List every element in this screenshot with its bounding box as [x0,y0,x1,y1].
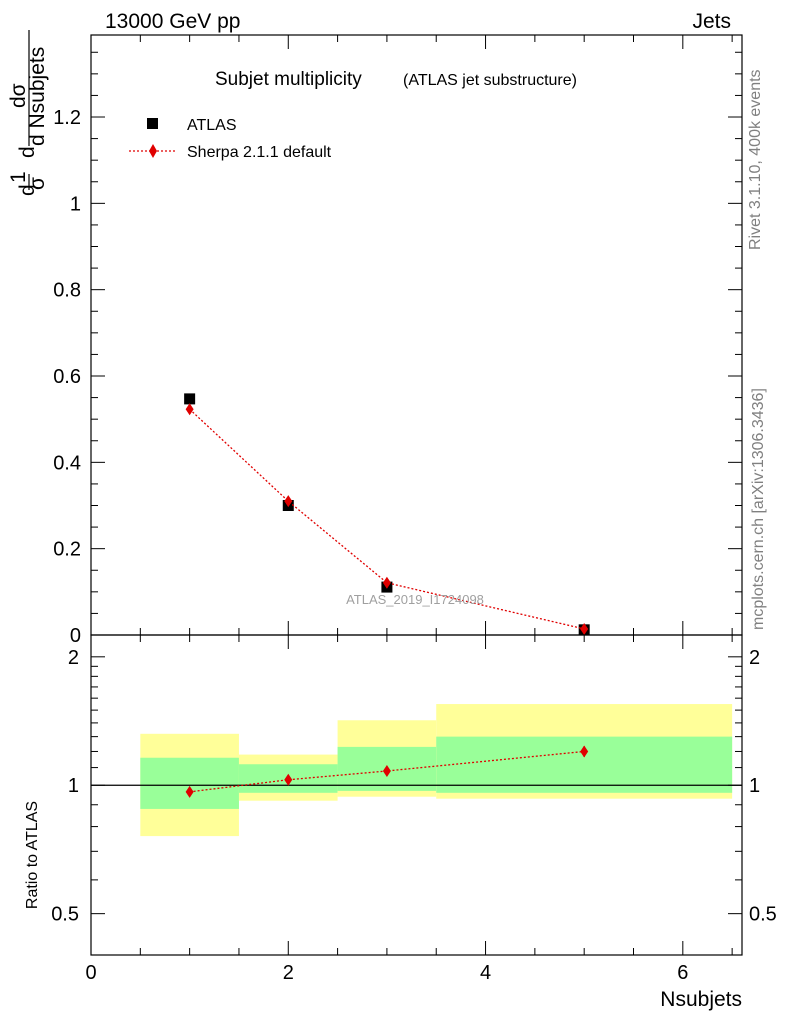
x-axis-label: Nsubjets [660,988,742,1011]
legend-atlas-label: ATLAS [187,117,237,134]
atlas-data-point [184,393,196,405]
ratio-y-tick-label-right: 2 [749,647,760,669]
ylabel-frac-num: 1 [7,171,30,183]
main-y-tick-label: 1 [70,193,81,215]
legend: ATLAS Sherpa 2.1.1 default [129,117,332,161]
ratio-sherpa-point [580,745,589,758]
ratio-sherpa-line [189,750,585,793]
ratio-band-green [140,757,239,809]
ylabel-frac-den: σ [26,177,49,190]
main-y-tick-label: 0.6 [53,366,81,388]
ratio-y-tick-label: 0.5 [51,904,79,926]
mcplots-label: mcplots.cern.ch [arXiv:1306.3436] [750,388,767,630]
sherpa-data-point [284,495,293,508]
legend-sherpa-marker [149,144,157,158]
x-tick-label: 6 [677,962,688,984]
ratio-y-tick-label-right: 0.5 [749,904,777,926]
ylabel-d1: d [16,184,39,196]
ratio-plot-frame [90,634,743,956]
main-y-axis-label: d 1 σ d dσ d Nsubjets [7,30,49,196]
ratio-y-tick-label: 1 [68,775,79,797]
title-text: Subjet multiplicity [215,69,362,90]
plot-title: Subjet multiplicity (ATLAS jet substruct… [215,69,577,90]
sherpa-line [189,408,585,630]
ratio-y-tick-label: 2 [68,647,79,669]
ratio-band-green [436,736,733,793]
ratio-y-tick-label-right: 1 [749,775,760,797]
legend-sherpa-label: Sherpa 2.1.1 default [187,144,332,161]
sherpa-data-point [580,622,589,635]
main-plot-data [184,393,590,635]
ratio-plot-data [185,745,589,798]
x-tick-label: 2 [283,962,294,984]
process-label: Jets [692,10,731,33]
ratio-sherpa-point [284,773,293,786]
rivet-info-label: Rivet 3.1.10, 400k events [747,69,764,250]
main-y-tick-label: 0.2 [53,539,81,561]
main-y-tick-label: 1.2 [53,107,81,129]
main-y-tick-label: 0.4 [53,452,81,474]
legend-atlas-marker [147,118,158,129]
sherpa-data-point [382,576,391,589]
ratio-sherpa-point [185,785,194,798]
main-y-tick-label: 0 [70,625,81,647]
main-y-tick-label: 0.8 [53,280,81,302]
analysis-watermark: ATLAS_2019_I1724098 [346,592,484,607]
x-tick-label: 4 [480,962,491,984]
ylabel-deriv-num: dσ [7,83,30,108]
x-tick-label: 0 [85,962,96,984]
ratio-sherpa-point [382,764,391,777]
ratio-y-axis-label: Ratio to ATLAS [24,801,41,909]
ratio-plot-axes: 0 2 4 6 0.5 0.5 1 1 2 2 [51,634,777,984]
ylabel-d2: d [16,146,39,158]
ratio-uncertainty-bands [140,704,733,837]
sherpa-data-point [185,403,194,416]
energy-label: 13000 GeV pp [105,10,240,33]
subtitle-text: (ATLAS jet substructure) [403,72,577,89]
ylabel-deriv-den: d Nsubjets [26,47,49,146]
